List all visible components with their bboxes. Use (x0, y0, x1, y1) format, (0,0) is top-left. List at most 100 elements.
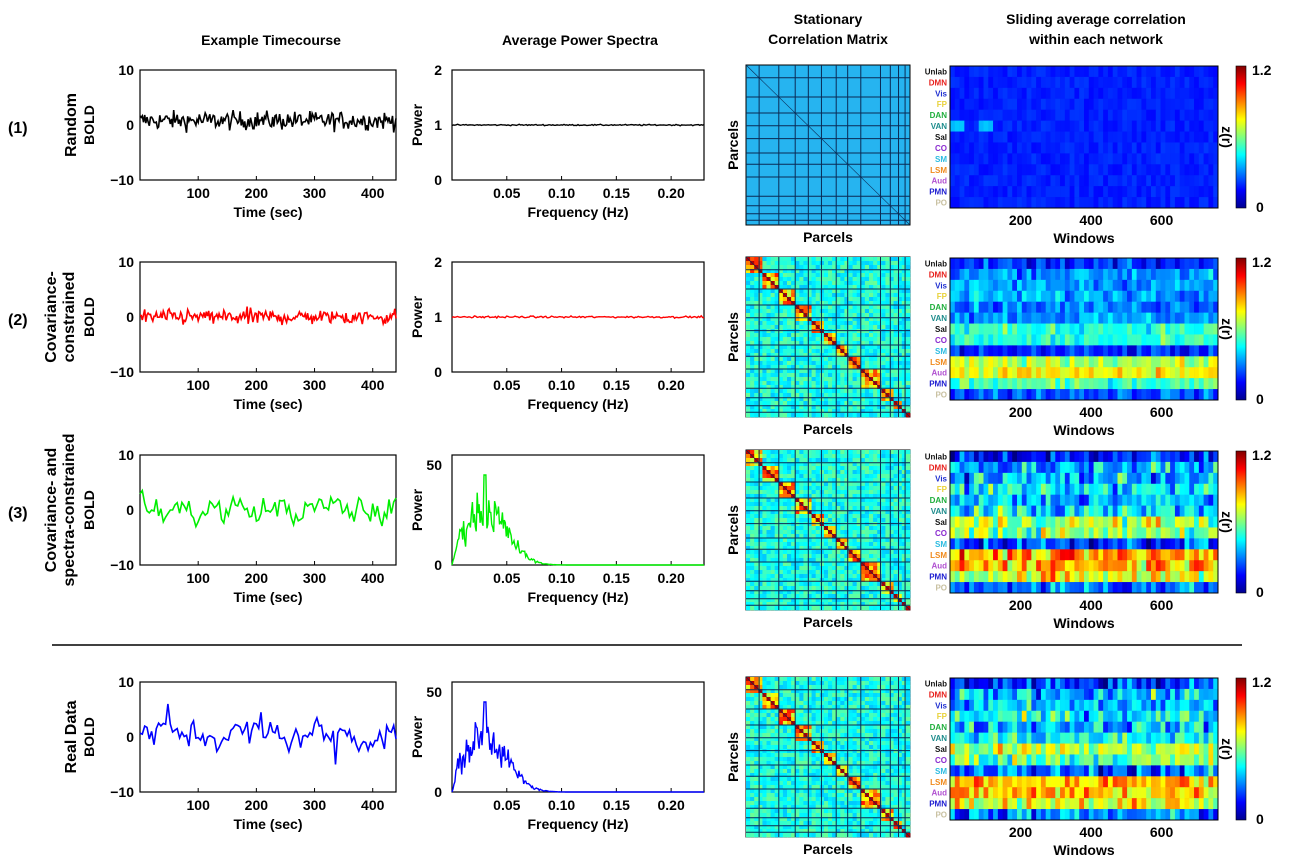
corr-cell (799, 478, 804, 483)
heatmap-cell (1213, 164, 1219, 176)
corr-cell (782, 522, 788, 527)
corr-cell (881, 606, 886, 611)
corr-cell (754, 546, 759, 551)
heatmap-cell (978, 131, 984, 143)
corr-cell (869, 357, 874, 362)
corr-cell (873, 389, 878, 394)
corr-cell (754, 558, 759, 563)
corr-cell (860, 474, 866, 479)
corr-cell (823, 317, 829, 322)
corr-cell (885, 570, 890, 575)
spectra-xlabel: Frequency (Hz) (527, 396, 628, 412)
corr-cell (869, 518, 874, 523)
corr-cell (799, 401, 804, 406)
corr-cell (864, 257, 870, 262)
heatmap-cell (1064, 312, 1070, 324)
heatmap-cell (1002, 87, 1008, 100)
corr-cell (803, 329, 808, 334)
corr-cell (852, 514, 857, 519)
corr-cell (766, 594, 771, 599)
heatmap-cell (1136, 109, 1142, 121)
heatmap-cell (1093, 290, 1099, 302)
corr-cell (819, 357, 825, 362)
heatmap-cell (983, 378, 989, 390)
corr-cell (746, 393, 751, 398)
corr-cell (778, 349, 784, 354)
heatmap-cell (1131, 334, 1137, 346)
corr-cell (787, 377, 792, 382)
corr-cell (758, 486, 763, 491)
corr-cell (795, 257, 800, 262)
corr-cell (754, 538, 759, 543)
corr-cell (864, 510, 870, 515)
corr-cell (762, 514, 767, 519)
corr-cell (840, 494, 845, 499)
corr-cell (832, 257, 837, 262)
heatmap-cell (1127, 389, 1133, 401)
corr-cell (799, 586, 804, 591)
corr-cell (828, 542, 833, 547)
corr-cell (828, 462, 833, 467)
corr-cell (815, 462, 821, 467)
heatmap-cell (1208, 356, 1214, 368)
heatmap-cell (1203, 109, 1209, 121)
corr-cell (791, 490, 796, 495)
corr-cell (807, 305, 812, 310)
heatmap-cell (1040, 66, 1047, 78)
corr-cell (848, 522, 853, 527)
corr-cell (873, 462, 878, 467)
corr-cell (819, 518, 825, 523)
corr-cell (754, 566, 759, 571)
corr-cell (873, 357, 878, 362)
corr-cell (885, 482, 890, 487)
heatmap-cell (997, 389, 1003, 401)
heatmap-cell (964, 175, 970, 187)
corr-cell (750, 586, 755, 591)
corr-cell (856, 602, 862, 607)
heatmap-cell (1170, 389, 1176, 401)
corr-cell (774, 490, 780, 495)
corr-cell (901, 301, 907, 306)
heatmap-cell (1170, 109, 1176, 121)
corr-cell (815, 466, 821, 471)
corr-cell (770, 470, 775, 475)
heatmap-cell (1165, 301, 1171, 313)
corr-cell (873, 337, 878, 342)
corr-cell (815, 482, 821, 487)
corr-cell (836, 281, 841, 286)
corr-cell (746, 397, 751, 402)
heatmap-cell (1064, 87, 1070, 100)
heatmap-cell (969, 378, 975, 390)
heatmap-cell (959, 356, 965, 368)
heatmap-cell (1122, 76, 1128, 89)
corr-cell (787, 265, 792, 270)
corr-cell (766, 325, 771, 330)
heatmap-cell (1084, 451, 1090, 463)
heatmap-cell (959, 120, 965, 132)
corr-cell (803, 542, 808, 547)
corr-cell (754, 502, 759, 507)
corr-cell (840, 273, 845, 278)
heatmap-cell (1074, 290, 1080, 302)
corr-cell (778, 353, 784, 358)
heatmap-cell (1002, 258, 1008, 270)
corr-cell (885, 594, 890, 599)
spectra-xtick: 0.10 (548, 570, 575, 586)
corr-cell (823, 606, 829, 611)
corr-cell (860, 361, 866, 366)
corr-cell (754, 522, 759, 527)
corr-cell (754, 598, 759, 603)
corr-cell (893, 281, 898, 286)
corr-cell (901, 502, 907, 507)
corr-cell (815, 602, 821, 607)
heatmap-cell (1079, 87, 1085, 100)
heatmap-cell (1069, 258, 1075, 270)
corr-cell (848, 518, 853, 523)
corr-cell (823, 381, 829, 386)
heatmap-cell (983, 367, 989, 379)
corr-cell (791, 309, 796, 314)
corr-cell (852, 273, 857, 278)
heatmap-cell (1194, 120, 1200, 132)
corr-cell (795, 321, 800, 326)
corr-cell (754, 333, 759, 338)
